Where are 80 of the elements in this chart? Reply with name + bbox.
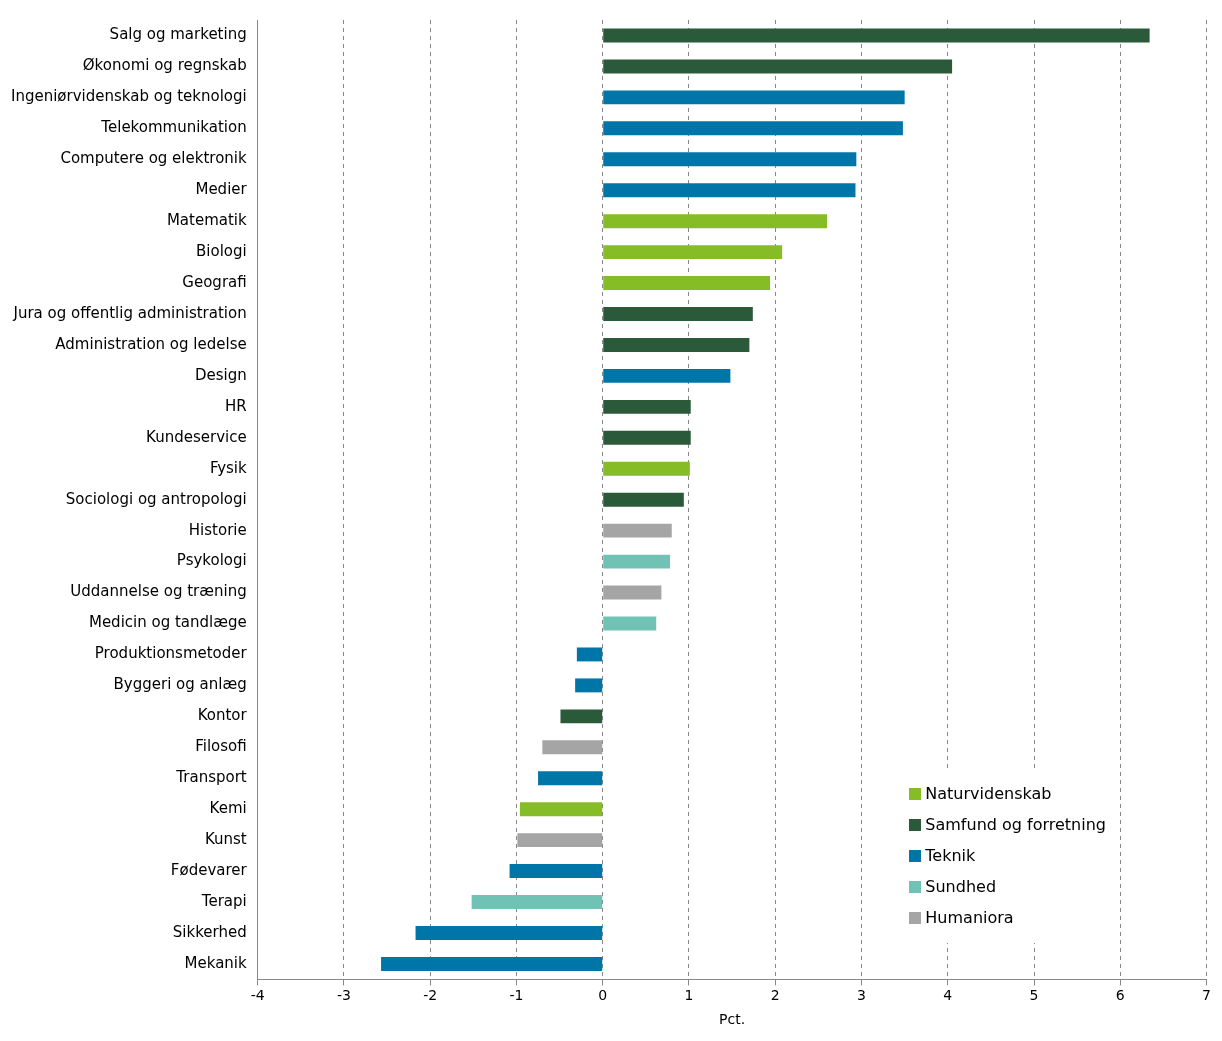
bar [509,864,603,879]
bar [575,678,603,693]
y-tick-label: Biologi [196,242,247,260]
y-tick-label: Kundeservice [146,427,247,446]
y-tick-label: Salg og marketing [109,25,247,44]
y-tick-label: Terapi [200,891,247,910]
bar [603,59,953,74]
x-tick-label: 2 [770,987,780,1004]
y-tick-label: Medicin og tandlæge [88,613,247,632]
y-tick-label: HR [225,396,247,415]
y-tick-label: Administration og ledelse [55,334,247,353]
y-tick-label: Fysik [209,458,248,477]
x-tick-label: 5 [1029,987,1039,1004]
bar [415,926,603,940]
y-tick-label: Sikkerhed [172,922,247,941]
y-tick-label: Kunst [204,830,247,849]
y-tick-label: Telekommunikation [100,118,247,137]
bar [603,245,783,260]
bar [603,338,750,352]
bar [603,152,857,167]
x-tick-label: -2 [423,987,438,1004]
bar [603,399,691,414]
legend-label: Humaniora [925,908,1014,927]
legend-label: Sundhed [925,877,997,896]
x-tick-label: 7 [1202,987,1212,1004]
y-tick-label: Mekanik [184,953,247,972]
x-axis-title: Pct. [719,1011,746,1028]
x-tick-label: 4 [943,987,953,1004]
bar [603,461,690,476]
bar [603,214,828,229]
y-tick-label: Jura og offentlig administration [12,303,247,322]
bar [603,90,905,105]
x-tick-label: -4 [250,987,265,1004]
x-tick-label: -1 [509,987,524,1004]
legend-label: Samfund og forretning [925,815,1106,834]
x-tick-label: 0 [598,987,608,1004]
y-tick-label: Geografi [182,272,247,291]
bar [471,895,603,909]
y-tick-label: Psykologi [176,551,247,570]
legend-label: Naturvidenskab [925,784,1052,803]
y-tick-label: Økonomi og regnskab [82,56,247,75]
y-tick-label: Transport [175,768,247,787]
bar [381,956,603,971]
bar [603,585,662,600]
bar [603,616,657,631]
y-tick-label: Sociologi og antropologi [65,489,247,508]
bar [603,368,731,383]
bar [576,647,603,662]
legend-label: Teknik [925,846,976,865]
y-tick-label: Fødevarer [170,860,248,879]
bar [603,430,691,445]
bar [603,554,671,569]
y-tick-label: Ingeniørvidenskab og teknologi [11,87,247,106]
y-tick-label: Historie [188,520,247,539]
bar [603,307,753,321]
bar [603,28,1150,43]
bar [603,523,672,538]
y-tick-label: Produktionsmetoder [94,644,248,663]
x-tick-label: 1 [684,987,694,1004]
x-tick-label: 3 [857,987,866,1004]
y-tick-label: Matematik [166,211,247,230]
bar [519,802,603,817]
y-tick-label: Medier [195,180,248,199]
y-tick-label: Kontor [197,706,248,725]
y-tick-label: Filosofi [195,737,247,756]
x-tick-label: -3 [336,987,351,1004]
x-tick-label: 6 [1115,987,1125,1004]
bar [542,740,603,755]
bar [603,492,684,507]
y-tick-label: Byggeri og anlæg [113,675,247,694]
y-tick-label: Kemi [209,799,247,818]
y-tick-label: Design [194,365,247,384]
bar [560,709,603,724]
y-tick-label: Uddannelse og træning [70,582,247,601]
bar [603,276,771,291]
bar [538,771,603,786]
bar [603,183,856,198]
y-tick-label: Computere og elektronik [60,149,247,168]
bar [603,121,903,136]
bar [517,833,603,848]
